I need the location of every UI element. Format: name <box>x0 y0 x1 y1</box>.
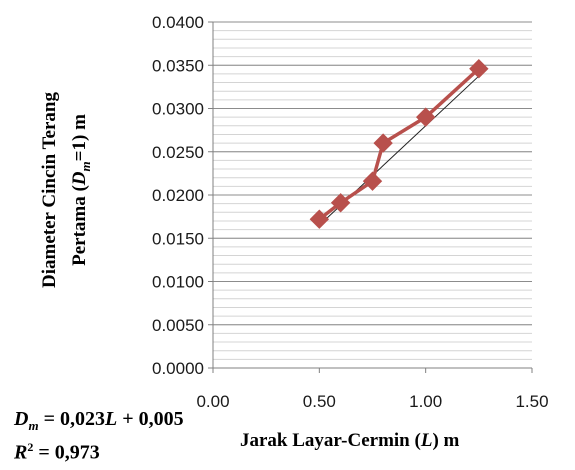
x-tick-label: 0.50 <box>303 392 336 411</box>
x-axis-label: Jarak Layar-Cermin (L) m <box>240 430 460 451</box>
regression-equation: Dm = 0,023L + 0,005 <box>14 408 184 433</box>
data-point-marker <box>415 107 436 127</box>
data-point-marker <box>373 133 393 153</box>
data-point-marker <box>469 59 489 79</box>
axes <box>208 21 533 373</box>
y-tick-label: 0.0300 <box>152 100 204 119</box>
y-tick-label: 0.0100 <box>152 273 204 292</box>
y-axis-label-line2: Pertama (Dm=1) m <box>69 114 93 266</box>
x-tick-labels: 0.00 0.50 1.00 1.50 <box>196 392 548 411</box>
y-tick-label: 0.0050 <box>152 316 204 335</box>
y-tick-label: 0.0350 <box>152 56 204 75</box>
data-point-marker <box>330 193 351 213</box>
x-tick-label: 1.50 <box>515 392 548 411</box>
y-tick-label: 0.0000 <box>152 359 204 378</box>
r-squared: R2 = 0,973 <box>14 440 100 464</box>
x-tick-label: 0.00 <box>196 392 229 411</box>
y-axis-label: Diameter Cincin Terang <box>39 92 60 288</box>
y-tick-label: 0.0400 <box>152 13 204 32</box>
y-tick-labels: 0.0000 0.0050 0.0100 0.0150 0.0200 0.0250 0.03… <box>152 13 204 378</box>
series-group <box>309 59 489 229</box>
x-tick-label: 1.00 <box>409 392 442 411</box>
y-tick-label: 0.0200 <box>152 186 204 205</box>
y-tick-label: 0.0150 <box>152 229 204 248</box>
data-point-marker <box>309 209 330 229</box>
data-point-marker <box>362 171 383 191</box>
y-tick-label: 0.0250 <box>152 143 204 162</box>
